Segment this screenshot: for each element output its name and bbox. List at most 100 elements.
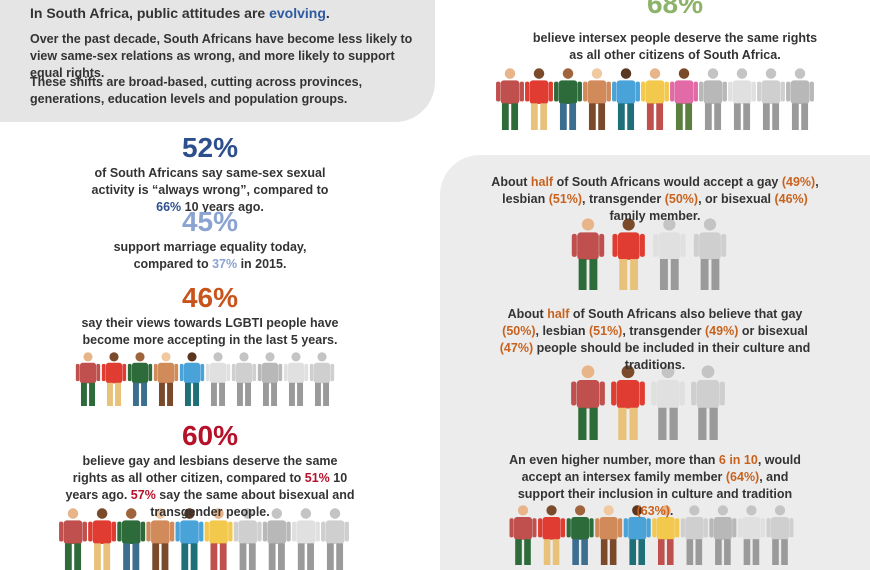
- icon-part: [617, 232, 640, 260]
- icon-part: [321, 521, 326, 542]
- icon-part: [669, 407, 678, 440]
- icon-part: [200, 363, 205, 382]
- icon-part: [560, 518, 566, 538]
- icon-part: [670, 81, 675, 102]
- text: of South Africans say same-sex sexual ac…: [91, 166, 329, 197]
- icon-part: [151, 520, 170, 544]
- icon-part: [105, 362, 123, 384]
- icon-part: [595, 518, 600, 538]
- icon-part: [548, 81, 553, 102]
- icon-part: [728, 81, 733, 102]
- icon-part: [329, 508, 341, 519]
- stat-text: believe gay and lesbians deserve the sam…: [65, 453, 355, 521]
- icon-part: [184, 382, 191, 406]
- icon-part: [649, 68, 661, 79]
- icon-part: [786, 81, 791, 102]
- icon-part: [190, 543, 198, 570]
- icon-part: [530, 103, 538, 130]
- icon-part: [612, 233, 618, 257]
- icon-part: [336, 543, 344, 570]
- icon-part: [504, 68, 516, 79]
- icon-part: [661, 365, 675, 379]
- stat-text: support marriage equality today, compare…: [110, 239, 310, 273]
- icon-part: [187, 352, 197, 362]
- icon-part: [291, 521, 297, 542]
- text: An even higher number, more than: [509, 453, 719, 467]
- text: in 2015.: [237, 257, 287, 271]
- icon-part: [619, 259, 628, 290]
- icon-part: [210, 382, 217, 406]
- intro-paragraph: These shifts are broad-based, cutting ac…: [30, 75, 363, 106]
- icon-part: [680, 518, 686, 538]
- icon-part: [59, 521, 64, 542]
- icon-part: [153, 363, 158, 382]
- icon-part: [239, 543, 247, 570]
- icon-part: [219, 543, 227, 570]
- icon-part: [63, 520, 83, 544]
- icon-part: [554, 81, 559, 102]
- icon-part: [588, 103, 596, 130]
- text: , transgender: [622, 324, 706, 338]
- icon-part: [780, 81, 785, 102]
- icon-part: [161, 352, 171, 362]
- icon-part: [733, 103, 741, 130]
- icon-part: [693, 81, 698, 102]
- icon-part: [64, 543, 72, 570]
- text: say their views towards LGBTI people hav…: [81, 316, 339, 347]
- icon-part: [746, 505, 757, 516]
- icon-part: [599, 517, 618, 540]
- icon-part: [737, 518, 743, 538]
- stat-text: believe intersex people deserve the same…: [532, 31, 818, 62]
- icon-part: [115, 382, 122, 406]
- icon-part: [762, 103, 770, 130]
- icon-part: [89, 382, 96, 406]
- icon-part: [111, 521, 117, 542]
- icon-part: [161, 543, 169, 570]
- text: In South Africa, public attitudes are: [30, 5, 270, 21]
- icon-part: [646, 518, 651, 538]
- icon-part: [532, 518, 537, 538]
- icon-part: [623, 518, 628, 538]
- icon-part: [618, 407, 627, 440]
- icon-part: [752, 539, 760, 565]
- icon-part: [621, 365, 635, 379]
- icon-part: [578, 259, 587, 290]
- icon-part: [314, 382, 321, 406]
- icon-part: [278, 543, 285, 570]
- intro-paragraph: Over the past decade, South Africans hav…: [30, 32, 413, 80]
- icon-part: [296, 520, 316, 544]
- icon-part: [562, 68, 574, 79]
- icon-part: [517, 505, 529, 516]
- icon-part: [666, 539, 674, 565]
- icon-part: [717, 505, 728, 516]
- icon-part: [620, 68, 632, 79]
- icon-part: [235, 362, 253, 384]
- icon-part: [599, 381, 605, 406]
- icon-part: [679, 381, 685, 406]
- icon-part: [639, 381, 645, 406]
- stat-text: About half of South Africans would accep…: [490, 174, 820, 225]
- icon-part: [751, 81, 756, 102]
- text: believe gay and lesbians deserve the sam…: [72, 454, 338, 485]
- icon-part: [283, 363, 288, 382]
- icon-part: [685, 517, 704, 540]
- text: of South Africans also believe that gay: [569, 307, 803, 321]
- icon-part: [757, 81, 762, 102]
- icon-part: [141, 382, 148, 406]
- icon-part: [245, 382, 252, 406]
- icon-part: [641, 81, 646, 102]
- icon-part: [209, 362, 227, 384]
- text: of South Africans would accept a gay: [553, 175, 782, 189]
- icon-part: [307, 543, 314, 570]
- icon-part: [228, 521, 233, 542]
- icon-part: [135, 352, 145, 362]
- icon-part: [743, 103, 751, 130]
- icon-part: [271, 508, 283, 519]
- icon-part: [638, 539, 646, 565]
- icon-part: [587, 80, 607, 104]
- icon-part: [152, 543, 160, 570]
- icon-part: [660, 505, 671, 516]
- icon-part: [121, 520, 141, 544]
